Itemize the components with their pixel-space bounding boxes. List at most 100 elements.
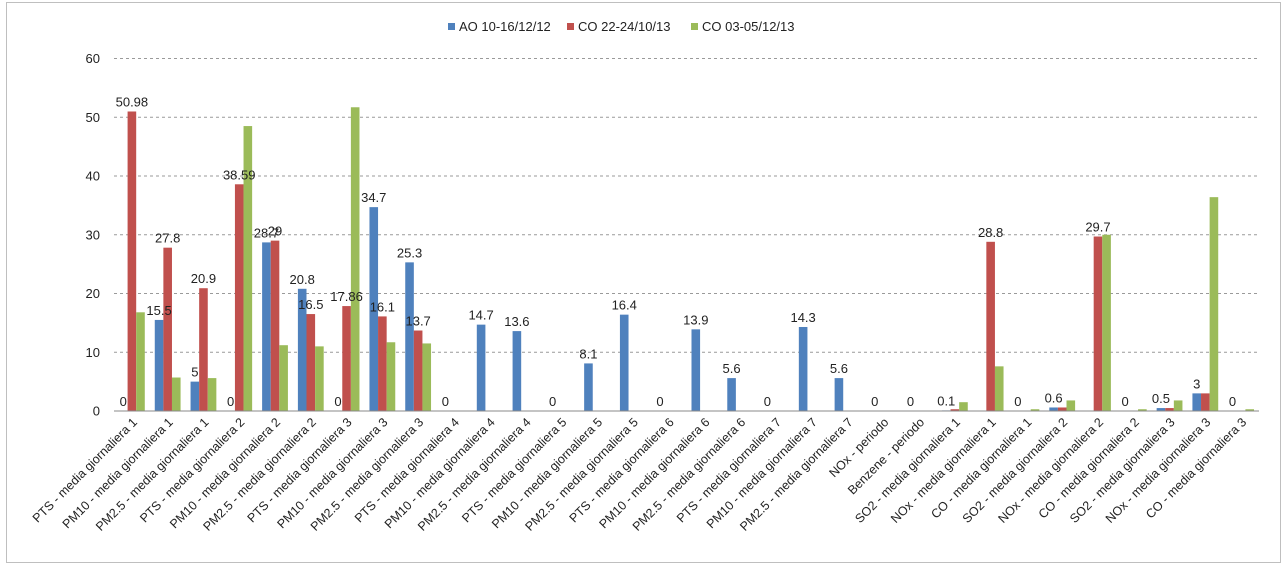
data-label: 0.5	[1152, 391, 1170, 406]
data-labels: 0 15.5 5 0 28.7 20.8 0 34.7 25.3 0 14.7 13.6 0 8.1 16.…	[116, 94, 1237, 409]
data-label: 0	[227, 394, 234, 409]
data-label: 0	[1122, 394, 1129, 409]
data-label: 15.5	[146, 303, 171, 318]
bar	[512, 331, 522, 411]
y-tick-label: 20	[86, 286, 100, 301]
data-label: 0	[549, 394, 556, 409]
bar	[959, 402, 968, 411]
data-label: 0.1	[937, 393, 955, 408]
y-tick-label: 0	[93, 404, 100, 419]
bar	[262, 242, 271, 411]
data-label: 25.3	[397, 245, 422, 260]
bar	[1165, 408, 1174, 411]
bar	[1173, 400, 1183, 411]
data-label: 16.1	[370, 299, 395, 314]
y-tick-label: 30	[86, 227, 100, 242]
data-label: 13.6	[504, 314, 529, 329]
data-label: 5.6	[723, 361, 741, 376]
bar	[199, 288, 208, 411]
y-tick-label: 50	[86, 110, 100, 125]
legend: AO 10-16/12/12 CO 22-24/10/13 CO 03-05/12/…	[448, 19, 795, 34]
data-label: 0.6	[1045, 390, 1063, 405]
bar	[476, 324, 486, 411]
bar	[1245, 409, 1255, 411]
bar	[413, 330, 423, 411]
bar	[1192, 393, 1202, 411]
data-label: 14.7	[468, 308, 493, 323]
bar	[154, 319, 164, 411]
data-label: 20.9	[191, 271, 216, 286]
bar	[342, 306, 351, 411]
data-label: 17.86	[330, 289, 363, 304]
data-label: 16.4	[612, 298, 637, 313]
bar	[986, 241, 995, 411]
bar	[1209, 197, 1219, 411]
data-label: 0	[764, 394, 771, 409]
data-label: 29	[268, 224, 282, 239]
data-label: 34.7	[361, 190, 386, 205]
bar	[1066, 400, 1076, 411]
bar	[1049, 407, 1058, 411]
bar	[834, 378, 844, 411]
data-label: 28.7	[254, 225, 279, 240]
gridlines	[114, 58, 1259, 353]
bar	[369, 207, 379, 411]
bar	[1030, 409, 1040, 411]
data-label: 16.5	[298, 297, 323, 312]
bar	[584, 363, 593, 411]
bar	[1057, 407, 1067, 411]
bar	[190, 381, 200, 411]
data-label: 5	[191, 365, 198, 380]
bar	[619, 314, 629, 411]
legend-swatch	[448, 23, 455, 30]
data-label: 20.8	[290, 272, 315, 287]
legend-swatch	[691, 23, 698, 30]
data-label: 0	[907, 394, 914, 409]
legend-label: CO 22-24/10/13	[578, 19, 671, 34]
data-label: 3	[1193, 376, 1200, 391]
data-label: 0	[1014, 394, 1021, 409]
bar	[136, 312, 145, 411]
data-label: 0	[871, 394, 878, 409]
data-label: 29.7	[1085, 220, 1110, 235]
bar	[306, 314, 316, 411]
y-tick-label: 60	[86, 51, 100, 66]
legend-label: CO 03-05/12/13	[702, 19, 795, 34]
bar	[234, 184, 244, 411]
legend-label: AO 10-16/12/12	[459, 19, 551, 34]
data-label: 27.8	[155, 231, 180, 246]
data-label: 5.6	[830, 361, 848, 376]
data-label: 0	[442, 394, 449, 409]
bar	[1102, 234, 1111, 411]
data-label: 13.9	[683, 312, 708, 327]
data-label: 0	[1229, 394, 1236, 409]
bar	[1201, 393, 1210, 411]
bar	[127, 111, 137, 412]
bar	[727, 378, 736, 411]
bar	[994, 366, 1004, 411]
bar	[1138, 409, 1147, 411]
chart-frame: 0 10 20 30 40 50 60 0 15.5 5 0 28.7 20.8 0 34.7 25.3 0 1…	[6, 2, 1281, 563]
bar	[279, 345, 288, 411]
legend-swatch	[567, 23, 574, 30]
bar	[386, 342, 396, 411]
bar	[691, 329, 701, 411]
data-label: 28.8	[978, 225, 1003, 240]
bar	[1156, 408, 1166, 411]
data-label: 14.3	[790, 310, 815, 325]
bar	[207, 378, 217, 411]
bar	[422, 343, 432, 411]
bar	[798, 326, 808, 411]
bar	[163, 247, 172, 411]
bar	[1093, 236, 1103, 411]
bar	[270, 240, 280, 411]
bar	[350, 107, 360, 411]
bar	[243, 126, 253, 411]
bars	[127, 107, 1255, 412]
data-label: 0	[334, 394, 341, 409]
data-label: 8.1	[579, 346, 597, 361]
bar	[378, 316, 387, 411]
bar	[171, 377, 181, 411]
